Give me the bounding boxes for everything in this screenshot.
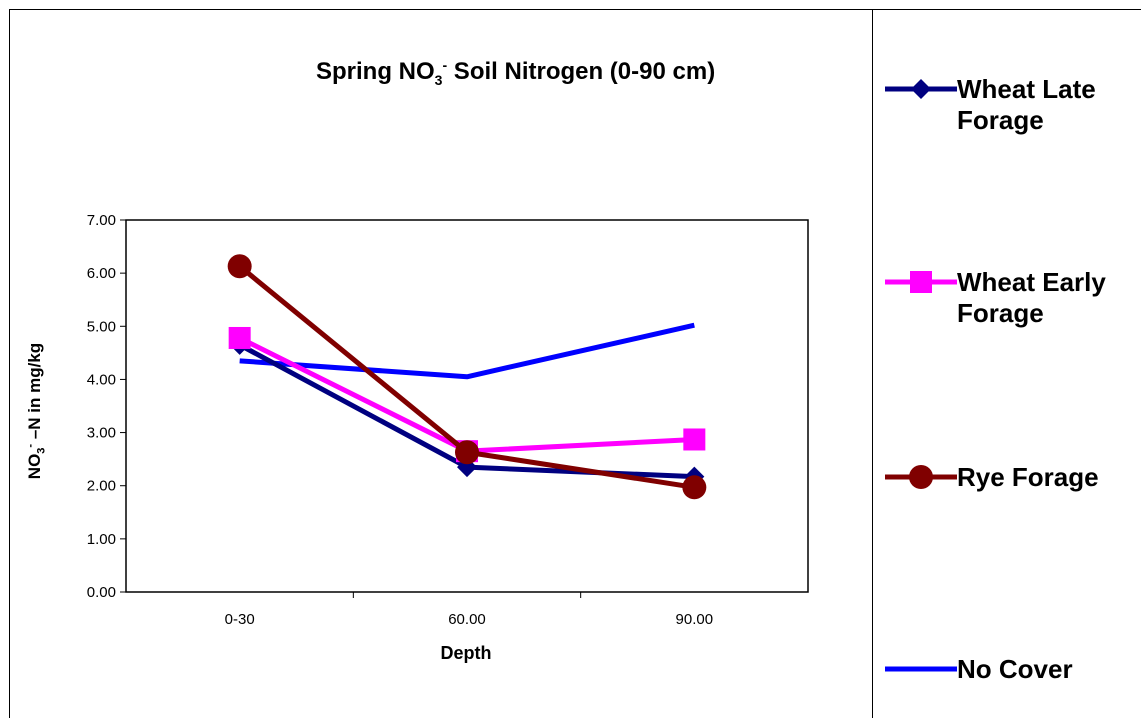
y-tick-label: 5.00 [87,318,116,335]
legend-swatch-wheat-late-forage [885,79,957,99]
legend-label: No Cover [957,654,1141,685]
x-axis-label: Depth [440,643,492,663]
legend-label-line: Forage [957,105,1044,135]
y-tick-label: 1.00 [87,531,116,548]
x-tick-label: 60.00 [448,611,486,628]
legend-label: Wheat Early Forage [957,267,1141,329]
legend-label-line: Forage [957,298,1044,328]
y-tick-label: 0.00 [87,584,116,601]
legend-marker [911,79,931,99]
legend-label-line: No Cover [957,654,1073,684]
y-tick-label: 7.00 [87,212,116,229]
series-line-no-cover [239,322,695,380]
y-tick-label: 3.00 [87,425,116,442]
y-tick-label: 4.00 [87,371,116,388]
legend-swatch-no-cover [885,666,957,672]
legend-label: Rye Forage [957,462,1141,493]
chart-title: Spring NO3- Soil Nitrogen (0-90 cm) [316,57,716,88]
series-line-wheat-early-forage [238,335,695,454]
legend-swatch-wheat-early-forage [885,271,957,293]
x-tick-label: 0-30 [225,611,255,628]
legend-label-line: Wheat Early [957,267,1106,297]
y-tick-label: 2.00 [87,478,116,495]
marker-wheat-early-forage [683,428,706,451]
marker-rye-forage [682,475,707,500]
marker-rye-forage [455,440,479,465]
marker-wheat-early-forage [228,326,251,349]
legend-label-line: Wheat Late [957,74,1096,104]
marker-rye-forage [227,254,252,279]
legend-marker [909,465,933,489]
legend-label-line: Rye Forage [957,462,1099,492]
y-tick-label: 6.00 [87,265,116,282]
legend-label: Wheat Late Forage [957,74,1141,136]
plot-border [125,219,809,593]
legend-divider [872,9,873,718]
legend-swatch-rye-forage [885,465,957,489]
legend-marker [910,271,932,293]
x-tick-label: 90.00 [676,611,714,628]
outer-frame-left [9,9,10,718]
outer-frame-top [9,9,1141,10]
